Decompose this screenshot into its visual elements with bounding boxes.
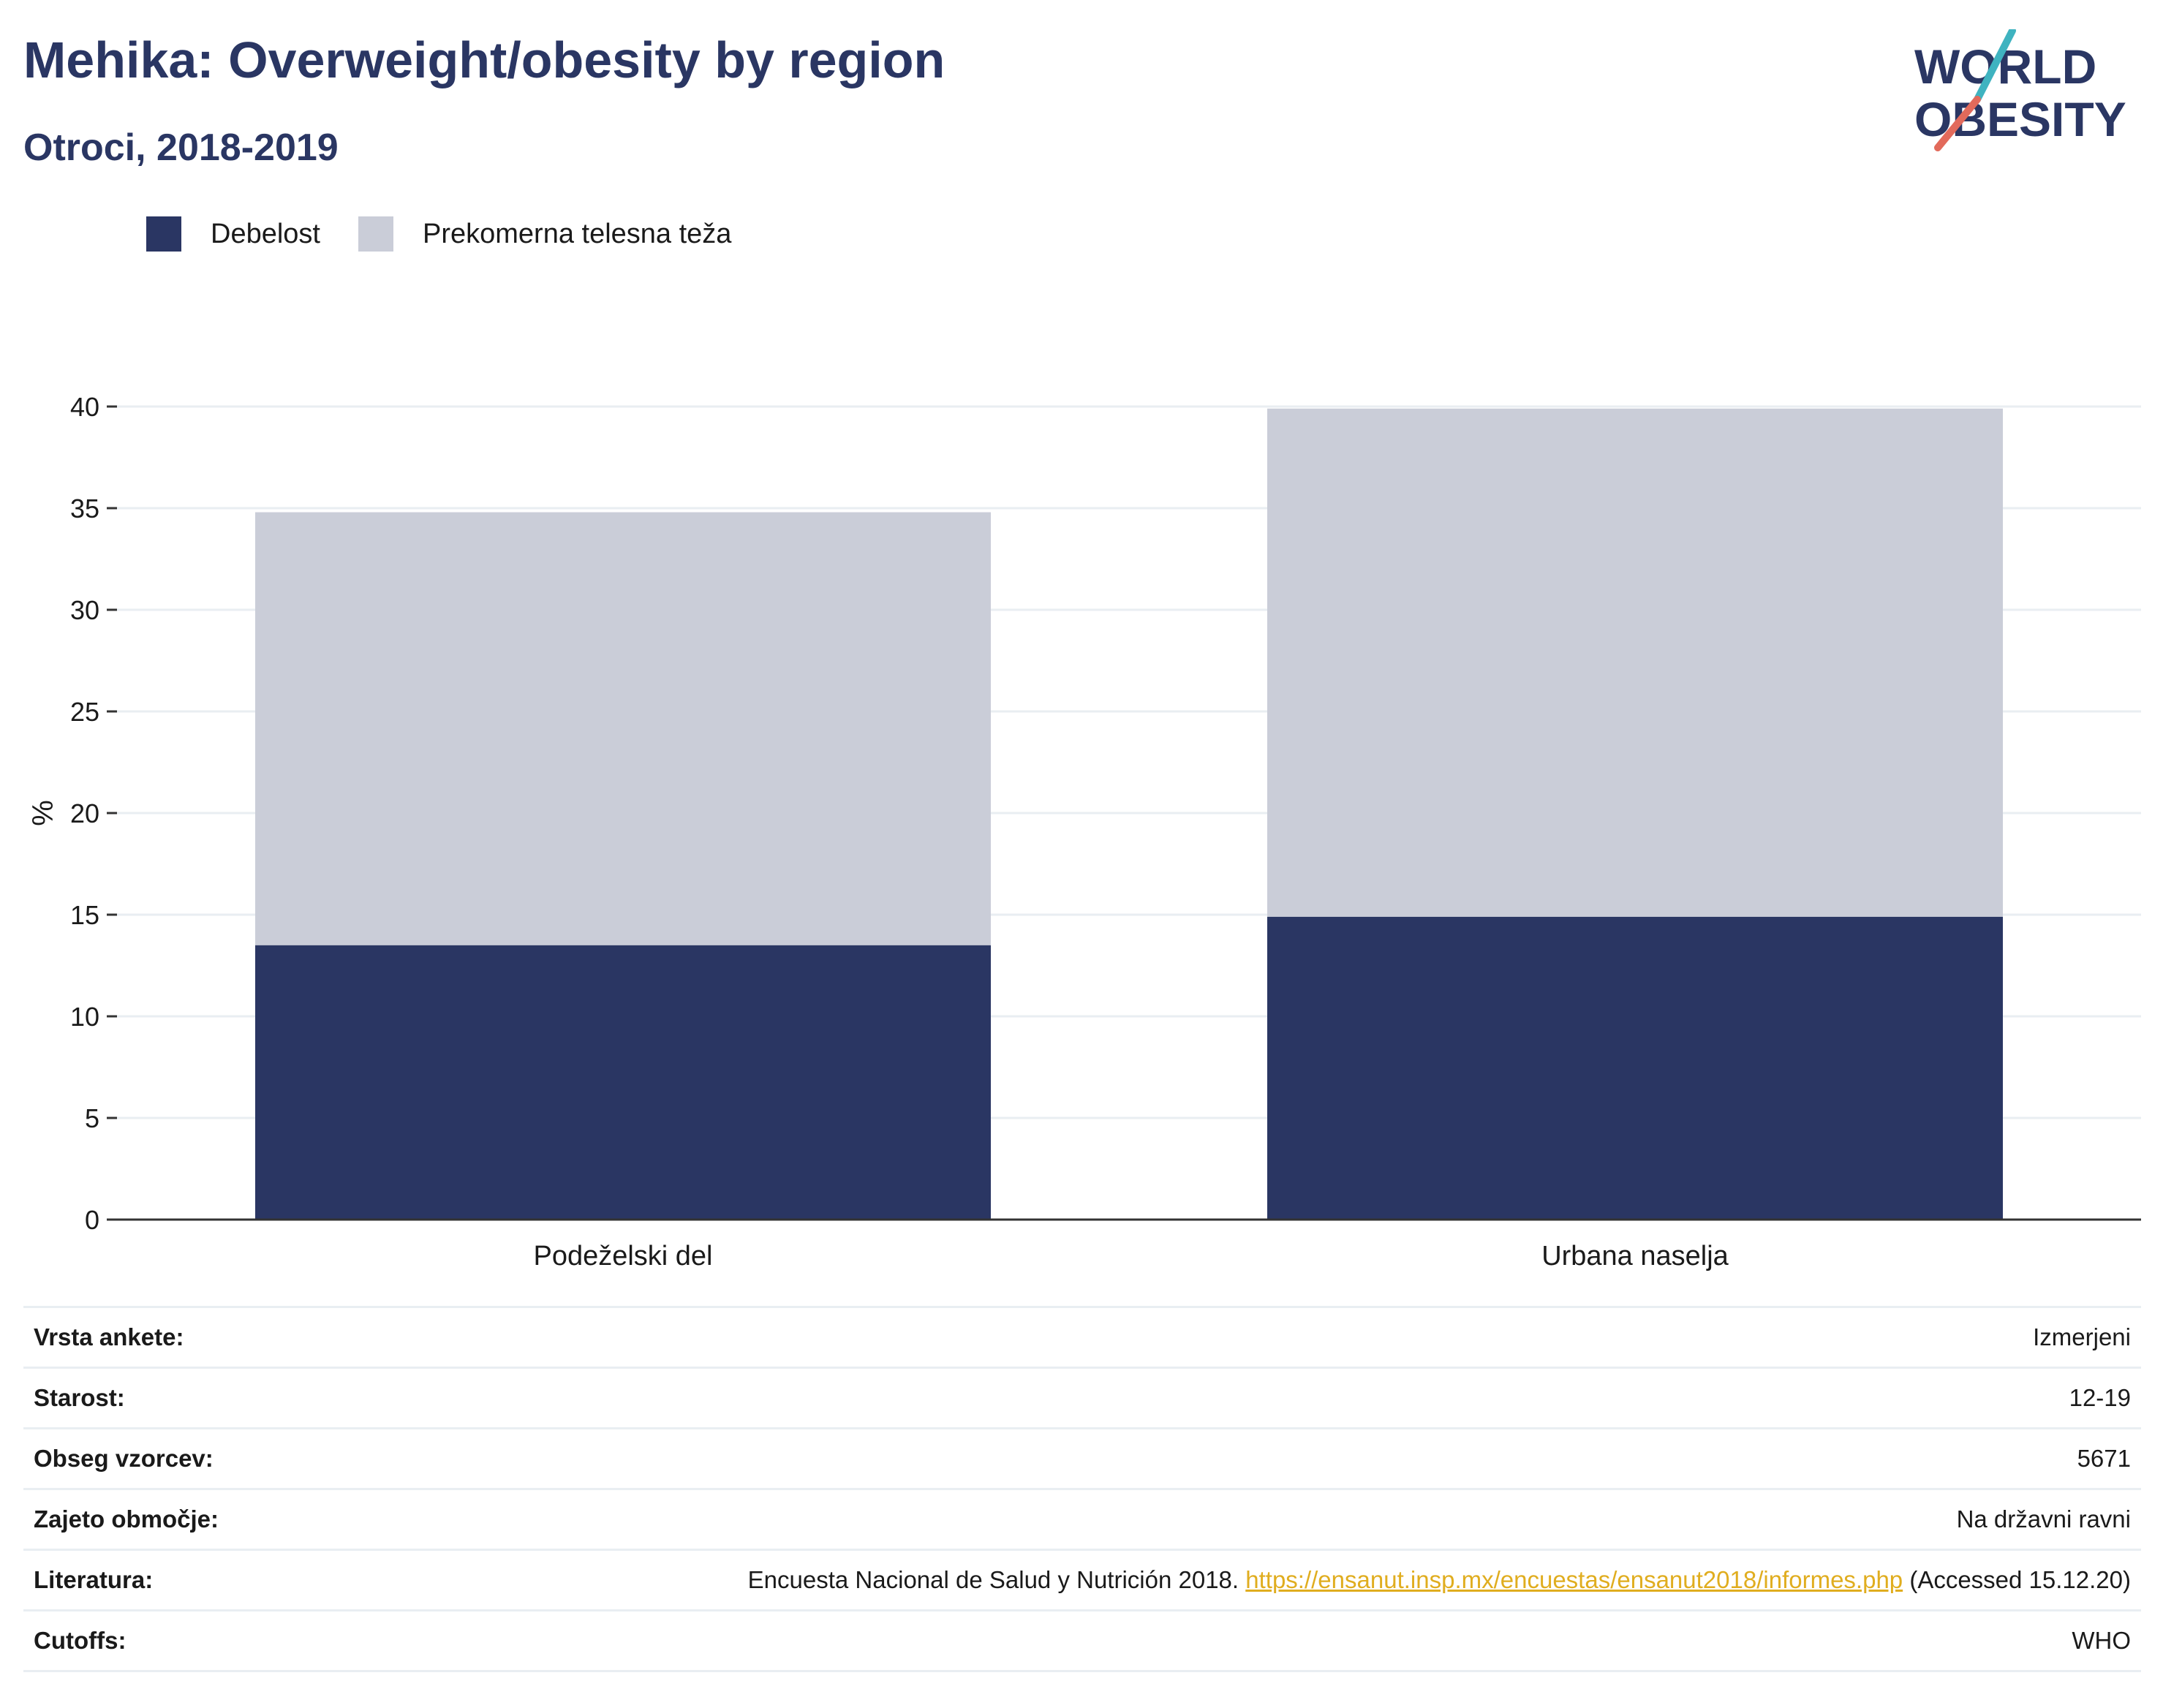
info-value: Izmerjeni [2033, 1323, 2131, 1350]
legend-swatch-overweight [358, 216, 393, 252]
info-row-references: Literatura: Encuesta Nacional de Salud y… [23, 1551, 2141, 1611]
y-tick-label: 5 [85, 1103, 99, 1133]
info-value: Na državni ravni [1956, 1505, 2131, 1533]
bar-chart: 0 5 10 15 20 25 30 35 40 Podeželski del Urbana nas… [27, 392, 2141, 1271]
y-tick-label: 20 [70, 798, 99, 828]
legend-item-obesity[interactable]: Debelost [146, 216, 320, 252]
info-value: 12-19 [2069, 1384, 2131, 1411]
info-table: Vrsta ankete: Izmerjeni Starost: 12-19 O… [23, 1306, 2141, 1672]
info-key: Vrsta ankete: [34, 1323, 184, 1350]
info-value: WHO [2072, 1627, 2131, 1654]
x-tick-label: Urbana naselja [1541, 1241, 1729, 1271]
chart-subtitle: Otroci, 2018-2019 [23, 126, 339, 169]
bar-overweight-0 [255, 512, 991, 945]
legend-item-overweight[interactable]: Prekomerna telesna teža [358, 216, 731, 252]
info-row-survey-type: Vrsta ankete: Izmerjeni [23, 1308, 2141, 1369]
y-tick-label: 15 [70, 900, 99, 930]
bar-overweight-1 [1267, 408, 2003, 917]
reference-accessed: (Accessed 15.12.20) [1903, 1566, 2131, 1593]
info-key: Zajeto območje: [34, 1505, 219, 1533]
logo-slash-teal [1974, 29, 2016, 103]
chart-title: Mehika: Overweight/obesity by region [23, 31, 945, 88]
y-tick-label: 30 [70, 595, 99, 625]
info-row-cutoffs: Cutoffs: WHO [23, 1611, 2141, 1672]
logo-slash-coral [1934, 96, 1981, 151]
info-key: Cutoffs: [34, 1627, 127, 1654]
info-key: Obseg vzorcev: [34, 1445, 214, 1472]
bar-obesity-0 [255, 945, 991, 1220]
info-value: 5671 [2077, 1445, 2131, 1472]
info-row-area-covered: Zajeto območje: Na državni ravni [23, 1490, 2141, 1551]
reference-link[interactable]: https://ensanut.insp.mx/encuestas/ensanu… [1245, 1566, 1903, 1593]
legend-label-obesity: Debelost [211, 218, 320, 249]
y-tick-label: 0 [85, 1205, 99, 1235]
info-row-age: Starost: 12-19 [23, 1369, 2141, 1429]
y-tick-label: 40 [70, 392, 99, 422]
info-key: Starost: [34, 1384, 125, 1411]
legend-label-overweight: Prekomerna telesna teža [422, 218, 732, 249]
reference-text: Encuesta Nacional de Salud y Nutrición 2… [747, 1566, 1246, 1593]
y-tick-label: 35 [70, 494, 99, 524]
info-row-sample-size: Obseg vzorcev: 5671 [23, 1429, 2141, 1490]
bar-obesity-1 [1267, 916, 2003, 1220]
y-tick-label: 25 [70, 697, 99, 727]
info-value: Encuesta Nacional de Salud y Nutrición 2… [748, 1566, 2131, 1594]
legend-swatch-obesity [146, 216, 181, 252]
x-tick-label: Podeželski del [533, 1241, 712, 1271]
y-axis-label: % [27, 800, 59, 826]
y-tick-label: 10 [70, 1002, 99, 1032]
world-obesity-logo: WORLD OBESITY [1914, 29, 2126, 151]
info-key: Literatura: [34, 1566, 154, 1593]
legend: Debelost Prekomerna telesna teža [146, 216, 769, 252]
